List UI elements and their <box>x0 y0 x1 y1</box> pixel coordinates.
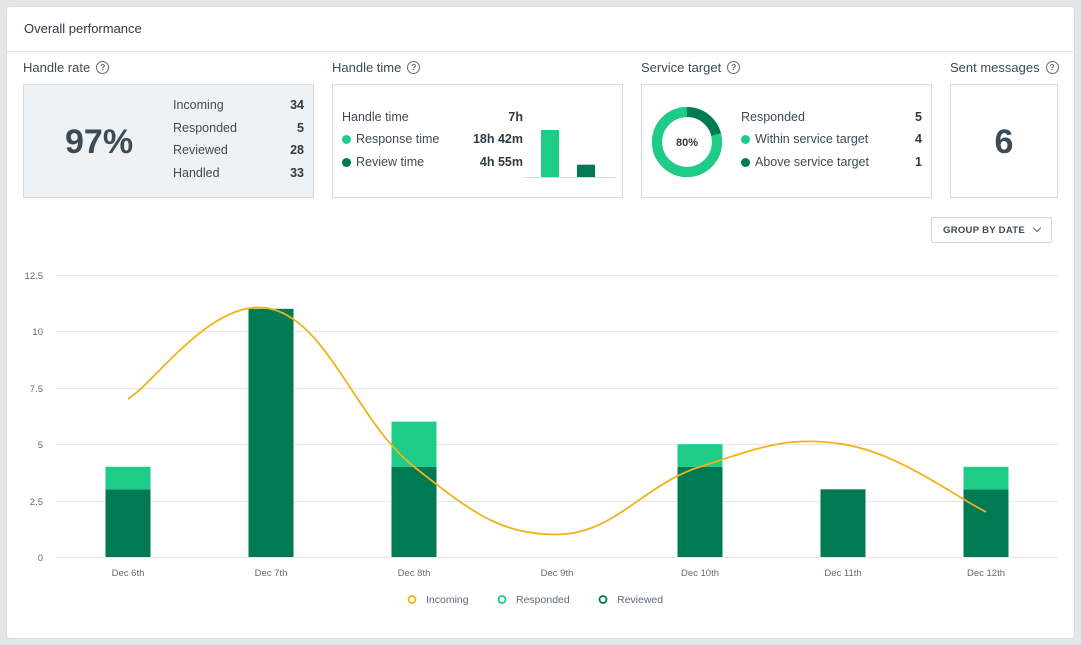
bar-reviewed <box>391 466 437 557</box>
x-tick-label: Dec 11th <box>824 568 861 579</box>
bar-responded <box>677 444 723 467</box>
legend-marker <box>497 595 507 604</box>
bar-responded <box>105 466 151 490</box>
response-time-dot <box>342 135 351 145</box>
x-tick-label: Dec 8th <box>398 568 431 579</box>
handle-time-mini-chart <box>523 130 615 178</box>
donut-within-arc <box>652 107 722 177</box>
mini-bar <box>577 164 595 177</box>
bar-responded <box>391 421 437 467</box>
service-target-donut: 80% <box>652 107 722 177</box>
panel-title: Overall performance <box>24 21 142 36</box>
panel-header: Overall performance <box>7 7 1074 52</box>
stat-row-responded: Responded 5 <box>173 121 304 135</box>
legend-label: Reviewed <box>617 594 663 606</box>
legend-marker <box>407 595 417 604</box>
legend-label: Responded <box>516 594 570 606</box>
x-tick-label: Dec 9th <box>541 568 574 579</box>
bar-reviewed <box>677 466 723 557</box>
handle-time-card: Handle time 7h Response time 18h 42m Revie… <box>332 84 623 198</box>
stat-row-reviewed: Reviewed 28 <box>173 143 304 157</box>
group-by-date-dropdown[interactable]: GROUP BY DATE <box>931 217 1052 243</box>
handle-rate-card: 97% Incoming 34 Responded 5 Reviewed 28 Han… <box>23 84 314 198</box>
handle-rate-label: Handle rate ? <box>23 60 110 75</box>
y-tick-label: 7.5 <box>30 384 43 395</box>
sent-messages-card: 6 <box>950 84 1058 198</box>
service-target-card: 80% Responded 5 Within service target 4 Ab… <box>641 84 932 198</box>
stat-row-st-responded: Responded 5 <box>741 110 922 124</box>
legend-marker <box>598 595 608 604</box>
stat-row-above-target: Above service target 1 <box>741 155 922 169</box>
help-icon[interactable]: ? <box>96 61 110 74</box>
help-icon[interactable]: ? <box>407 61 421 74</box>
x-tick-label: Dec 6th <box>112 568 145 579</box>
service-target-label: Service target ? <box>641 60 741 75</box>
bar-reviewed <box>963 489 1009 557</box>
chevron-down-icon <box>1032 223 1042 233</box>
x-tick-label: Dec 12th <box>967 568 1005 579</box>
legend-label: Incoming <box>426 594 469 606</box>
within-target-dot <box>741 135 750 145</box>
help-icon[interactable]: ? <box>727 61 741 74</box>
y-tick-label: 2.5 <box>30 497 43 508</box>
y-tick-label: 10 <box>32 327 43 338</box>
review-time-dot <box>342 158 351 168</box>
stat-row-response-time: Response time 18h 42m <box>342 132 523 146</box>
stat-row-handle-time: Handle time 7h <box>342 110 523 124</box>
y-tick-label: 12.5 <box>25 271 44 282</box>
sent-messages-label: Sent messages ? <box>950 60 1059 75</box>
stat-row-handled: Handled 33 <box>173 166 304 180</box>
x-tick-label: Dec 7th <box>255 568 288 579</box>
bar-reviewed <box>820 489 866 557</box>
y-tick-label: 5 <box>38 440 43 451</box>
stat-row-review-time: Review time 4h 55m <box>342 155 523 169</box>
handle-time-label: Handle time ? <box>332 60 421 75</box>
performance-chart: 0 2.5 5 7.5 10 12.5 Dec 6th Dec 7th Dec 8th Dec 9… <box>25 271 1058 606</box>
handle-rate-value: 97% <box>65 123 134 161</box>
bar-reviewed <box>248 308 294 557</box>
bar-reviewed <box>105 489 151 557</box>
x-tick-label: Dec 10th <box>681 568 719 579</box>
line-incoming <box>127 306 987 536</box>
stat-row-within-target: Within service target 4 <box>741 132 922 146</box>
above-target-dot <box>741 158 750 168</box>
sent-messages-value: 6 <box>994 123 1014 161</box>
y-tick-label: 0 <box>38 553 43 564</box>
mini-bar <box>541 130 559 177</box>
stat-row-incoming: Incoming 34 <box>173 98 304 112</box>
bar-responded <box>963 466 1009 490</box>
help-icon[interactable]: ? <box>1045 61 1059 74</box>
donut-value: 80% <box>676 137 698 149</box>
